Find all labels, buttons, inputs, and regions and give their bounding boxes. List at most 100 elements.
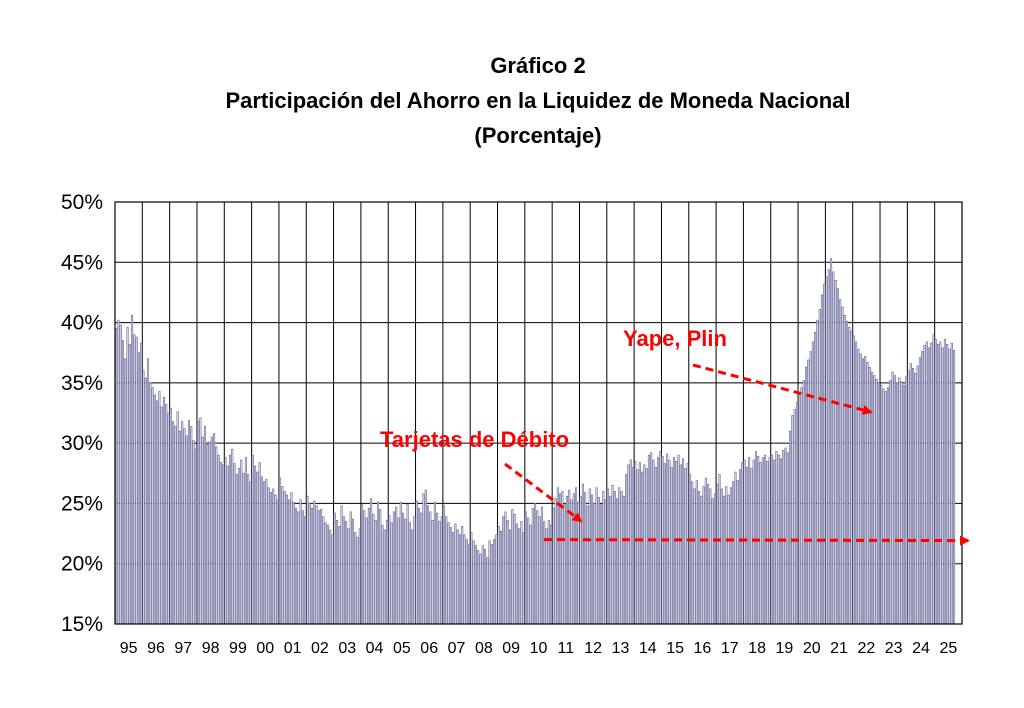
bar-09-2 (499, 530, 502, 625)
bar-01-5 (288, 499, 291, 625)
bar-98-5 (206, 444, 209, 625)
bar-12-5 (588, 488, 591, 625)
bar-22-4 (859, 353, 862, 625)
bar-02-6 (317, 510, 320, 625)
bar-22-11 (875, 378, 878, 625)
bar-10-5 (534, 503, 537, 625)
bar-03-3 (338, 525, 341, 625)
bar-25-2 (937, 343, 940, 625)
bar-12-11 (602, 491, 605, 625)
bar-11-4 (559, 493, 562, 625)
bar-07-2 (445, 516, 448, 625)
bar-01-2 (281, 486, 284, 625)
bar-15-2 (663, 463, 666, 625)
bar-00-5 (260, 476, 263, 625)
bar-05-2 (390, 522, 393, 625)
bar-25-3 (939, 341, 942, 625)
plot-border (114, 201, 963, 625)
bar-09-7 (511, 509, 514, 625)
bar-11-9 (570, 499, 573, 625)
bar-05-10 (408, 522, 411, 625)
x-tick-label: 15 (666, 640, 684, 657)
bar-98-1 (197, 421, 200, 625)
x-tick-label: 24 (912, 640, 930, 657)
bar-06-8 (431, 519, 434, 625)
x-tick-label: 99 (229, 640, 247, 657)
bar-07-7 (456, 529, 459, 625)
bar-19-8 (786, 452, 789, 625)
bar-12-9 (597, 497, 600, 625)
bar-08-1 (470, 532, 473, 625)
bar-02-4 (313, 500, 316, 625)
bar-99-1 (224, 457, 227, 625)
bar-02-1 (306, 495, 309, 625)
bar-02-8 (322, 516, 325, 625)
y-tick-label: 25% (61, 492, 103, 515)
x-tick-label: 06 (420, 640, 438, 657)
x-tick-label: 12 (584, 640, 602, 657)
bar-11-6 (563, 504, 566, 625)
bar-11-1 (552, 507, 555, 625)
bar-05-3 (392, 511, 395, 625)
bar-03-8 (349, 511, 352, 625)
bar-23-1 (880, 384, 883, 625)
bar-03-11 (356, 536, 359, 625)
bar-02-10 (326, 524, 329, 625)
bar-09-3 (502, 516, 505, 625)
bar-01-6 (290, 492, 293, 625)
bar-05-8 (404, 518, 407, 625)
bar-06-6 (427, 505, 430, 625)
bar-09-6 (509, 529, 512, 625)
bar-02-7 (320, 509, 323, 625)
bar-24-3 (912, 368, 915, 625)
annotation-layer: Yape, Plin Tarjetas de Débito (380, 326, 970, 546)
bar-20-1 (798, 394, 801, 625)
bar-01-3 (283, 491, 286, 625)
x-tick-label: 98 (202, 640, 220, 657)
bar-23-8 (896, 382, 899, 625)
bar-03-10 (354, 532, 357, 625)
bar-21-11 (848, 327, 851, 625)
annotation-tarjetas-debito: Tarjetas de Débito (380, 427, 569, 452)
bar-00-7 (265, 478, 268, 625)
x-tick-label: 04 (366, 640, 384, 657)
bar-95-12 (140, 342, 143, 625)
bar-17-5 (725, 486, 728, 625)
bar-03-5 (342, 516, 345, 625)
bar-06-11 (438, 521, 441, 625)
bar-23-2 (882, 388, 885, 625)
bar-05-11 (411, 529, 414, 625)
bar-21-12 (850, 330, 853, 625)
bar-99-12 (249, 481, 252, 625)
bar-08-12 (495, 534, 498, 625)
bar-13-3 (611, 484, 614, 625)
chart-title-block: Gráfico 2 Participación del Ahorro en la… (0, 48, 1024, 153)
bar-02-5 (315, 505, 318, 625)
bar-95-9 (133, 334, 136, 625)
bar-96-8 (158, 390, 161, 625)
bar-13-12 (631, 466, 635, 625)
bar-14-2 (636, 469, 639, 625)
bar-22-9 (871, 371, 874, 625)
bar-23-11 (902, 384, 905, 625)
bar-99-3 (228, 454, 232, 625)
arrow-yape-plin (692, 363, 873, 415)
bar-00-12 (276, 499, 279, 625)
bar-21-2 (827, 269, 830, 625)
bar-16-9 (707, 483, 710, 625)
bar-07-4 (449, 527, 452, 625)
bar-11-10 (572, 493, 575, 625)
bar-00-1 (251, 454, 254, 625)
bar-22-10 (873, 375, 876, 625)
x-tick-label: 07 (448, 640, 466, 657)
bar-11-2 (554, 498, 557, 625)
bar-18-5 (752, 459, 755, 625)
x-tick-label: 10 (530, 640, 548, 657)
bar-95-11 (137, 352, 140, 625)
bar-21-6 (836, 288, 839, 625)
y-tick-label: 30% (61, 432, 103, 455)
bar-05-1 (388, 515, 391, 625)
bar-12-6 (590, 494, 594, 625)
x-tick-label: 23 (885, 640, 903, 657)
